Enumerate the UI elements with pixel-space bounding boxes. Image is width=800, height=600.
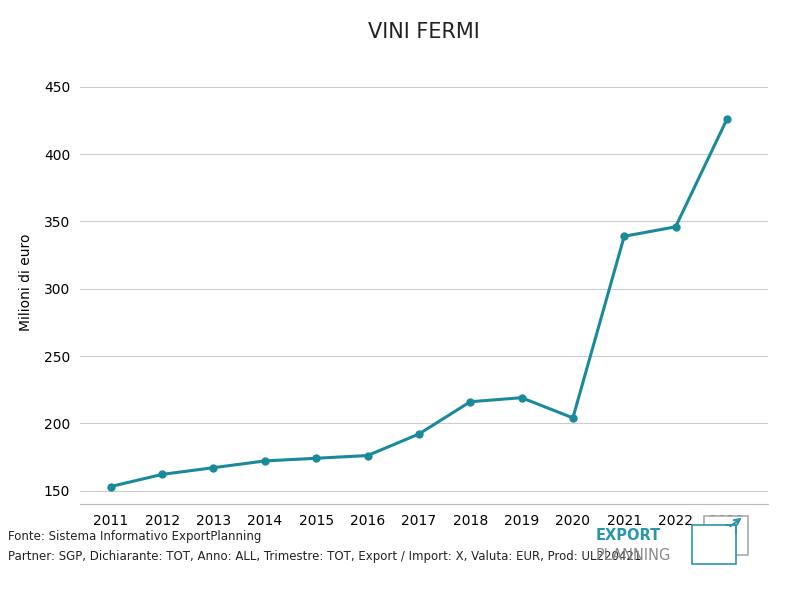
Text: PLANNING: PLANNING (596, 548, 671, 563)
Y-axis label: Milioni di euro: Milioni di euro (18, 233, 33, 331)
Title: VINI FERMI: VINI FERMI (368, 22, 480, 42)
Text: Fonte: Sistema Informativo ExportPlanning: Fonte: Sistema Informativo ExportPlannin… (8, 530, 262, 543)
Text: Partner: SGP, Dichiarante: TOT, Anno: ALL, Trimestre: TOT, Export / Import: X, V: Partner: SGP, Dichiarante: TOT, Anno: AL… (8, 550, 642, 563)
FancyBboxPatch shape (692, 525, 736, 564)
Text: EXPORT: EXPORT (596, 528, 662, 543)
FancyBboxPatch shape (704, 516, 748, 555)
